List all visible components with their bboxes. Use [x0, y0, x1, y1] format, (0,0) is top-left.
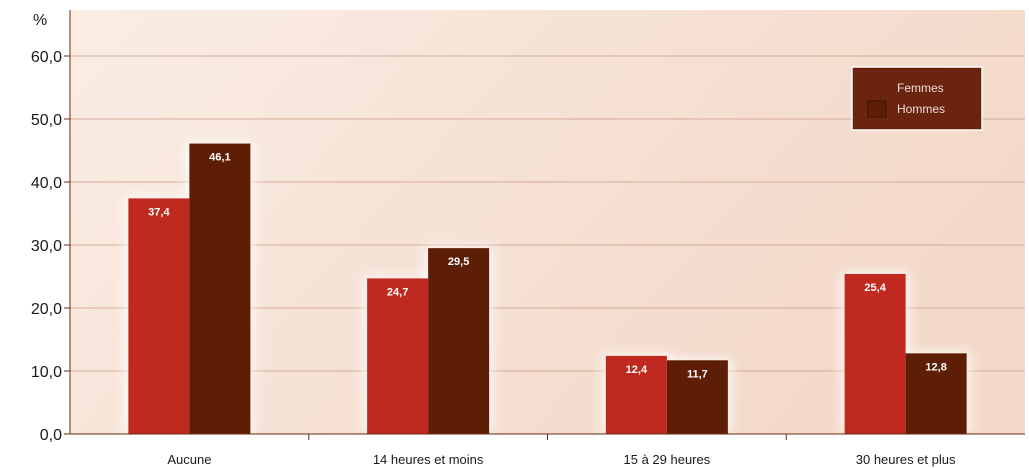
- y-axis-unit-label: %: [33, 12, 47, 29]
- legend-label-hommes: Hommes: [897, 102, 945, 116]
- bar-femmes: [367, 278, 429, 434]
- x-category-label: Aucune: [167, 452, 211, 467]
- bar-value-label: 11,7: [687, 368, 708, 380]
- bar-hommes: [666, 360, 728, 434]
- bar-hommes: [189, 143, 251, 434]
- bar-value-label: 12,8: [925, 361, 946, 373]
- bar-value-label: 37,4: [148, 206, 170, 218]
- y-tick-label: 10,0: [31, 364, 62, 381]
- bar-value-label: 12,4: [626, 364, 648, 376]
- bar-femmes: [605, 355, 667, 434]
- y-tick-label: 60,0: [31, 49, 62, 66]
- x-category-label: 30 heures et plus: [856, 452, 956, 467]
- x-category-label: 15 à 29 heures: [624, 452, 711, 467]
- axes: 0,0 10,0 20,0 30,0 40,0 50,0 60,0 Aucune 14 heur…: [31, 10, 1025, 467]
- y-tick-label: 0,0: [40, 427, 62, 444]
- legend-swatch-hommes: [867, 100, 887, 118]
- legend-inner: [853, 68, 981, 129]
- y-tick-label: 20,0: [31, 301, 62, 318]
- bar-value-label: 29,5: [448, 256, 469, 268]
- bar-value-label: 46,1: [209, 152, 230, 164]
- bar-value-label: 25,4: [864, 282, 886, 294]
- bar-value-label: 24,7: [387, 286, 408, 298]
- bar-femmes: [844, 273, 906, 434]
- y-tick-label: 30,0: [31, 238, 62, 255]
- x-category-label: 14 heures et moins: [373, 452, 484, 467]
- bar-hommes: [905, 353, 967, 434]
- legend-label-femmes: Femmes: [897, 81, 944, 95]
- bars: 37,4 46,1 24,7 29,5 12,4 11,7 25,4 12,8: [128, 143, 967, 434]
- legend: Femmes Hommes: [851, 66, 983, 131]
- y-tick-label: 50,0: [31, 112, 62, 129]
- bar-hommes: [428, 248, 490, 434]
- y-tick-label: 40,0: [31, 175, 62, 192]
- bar-femmes: [128, 198, 190, 434]
